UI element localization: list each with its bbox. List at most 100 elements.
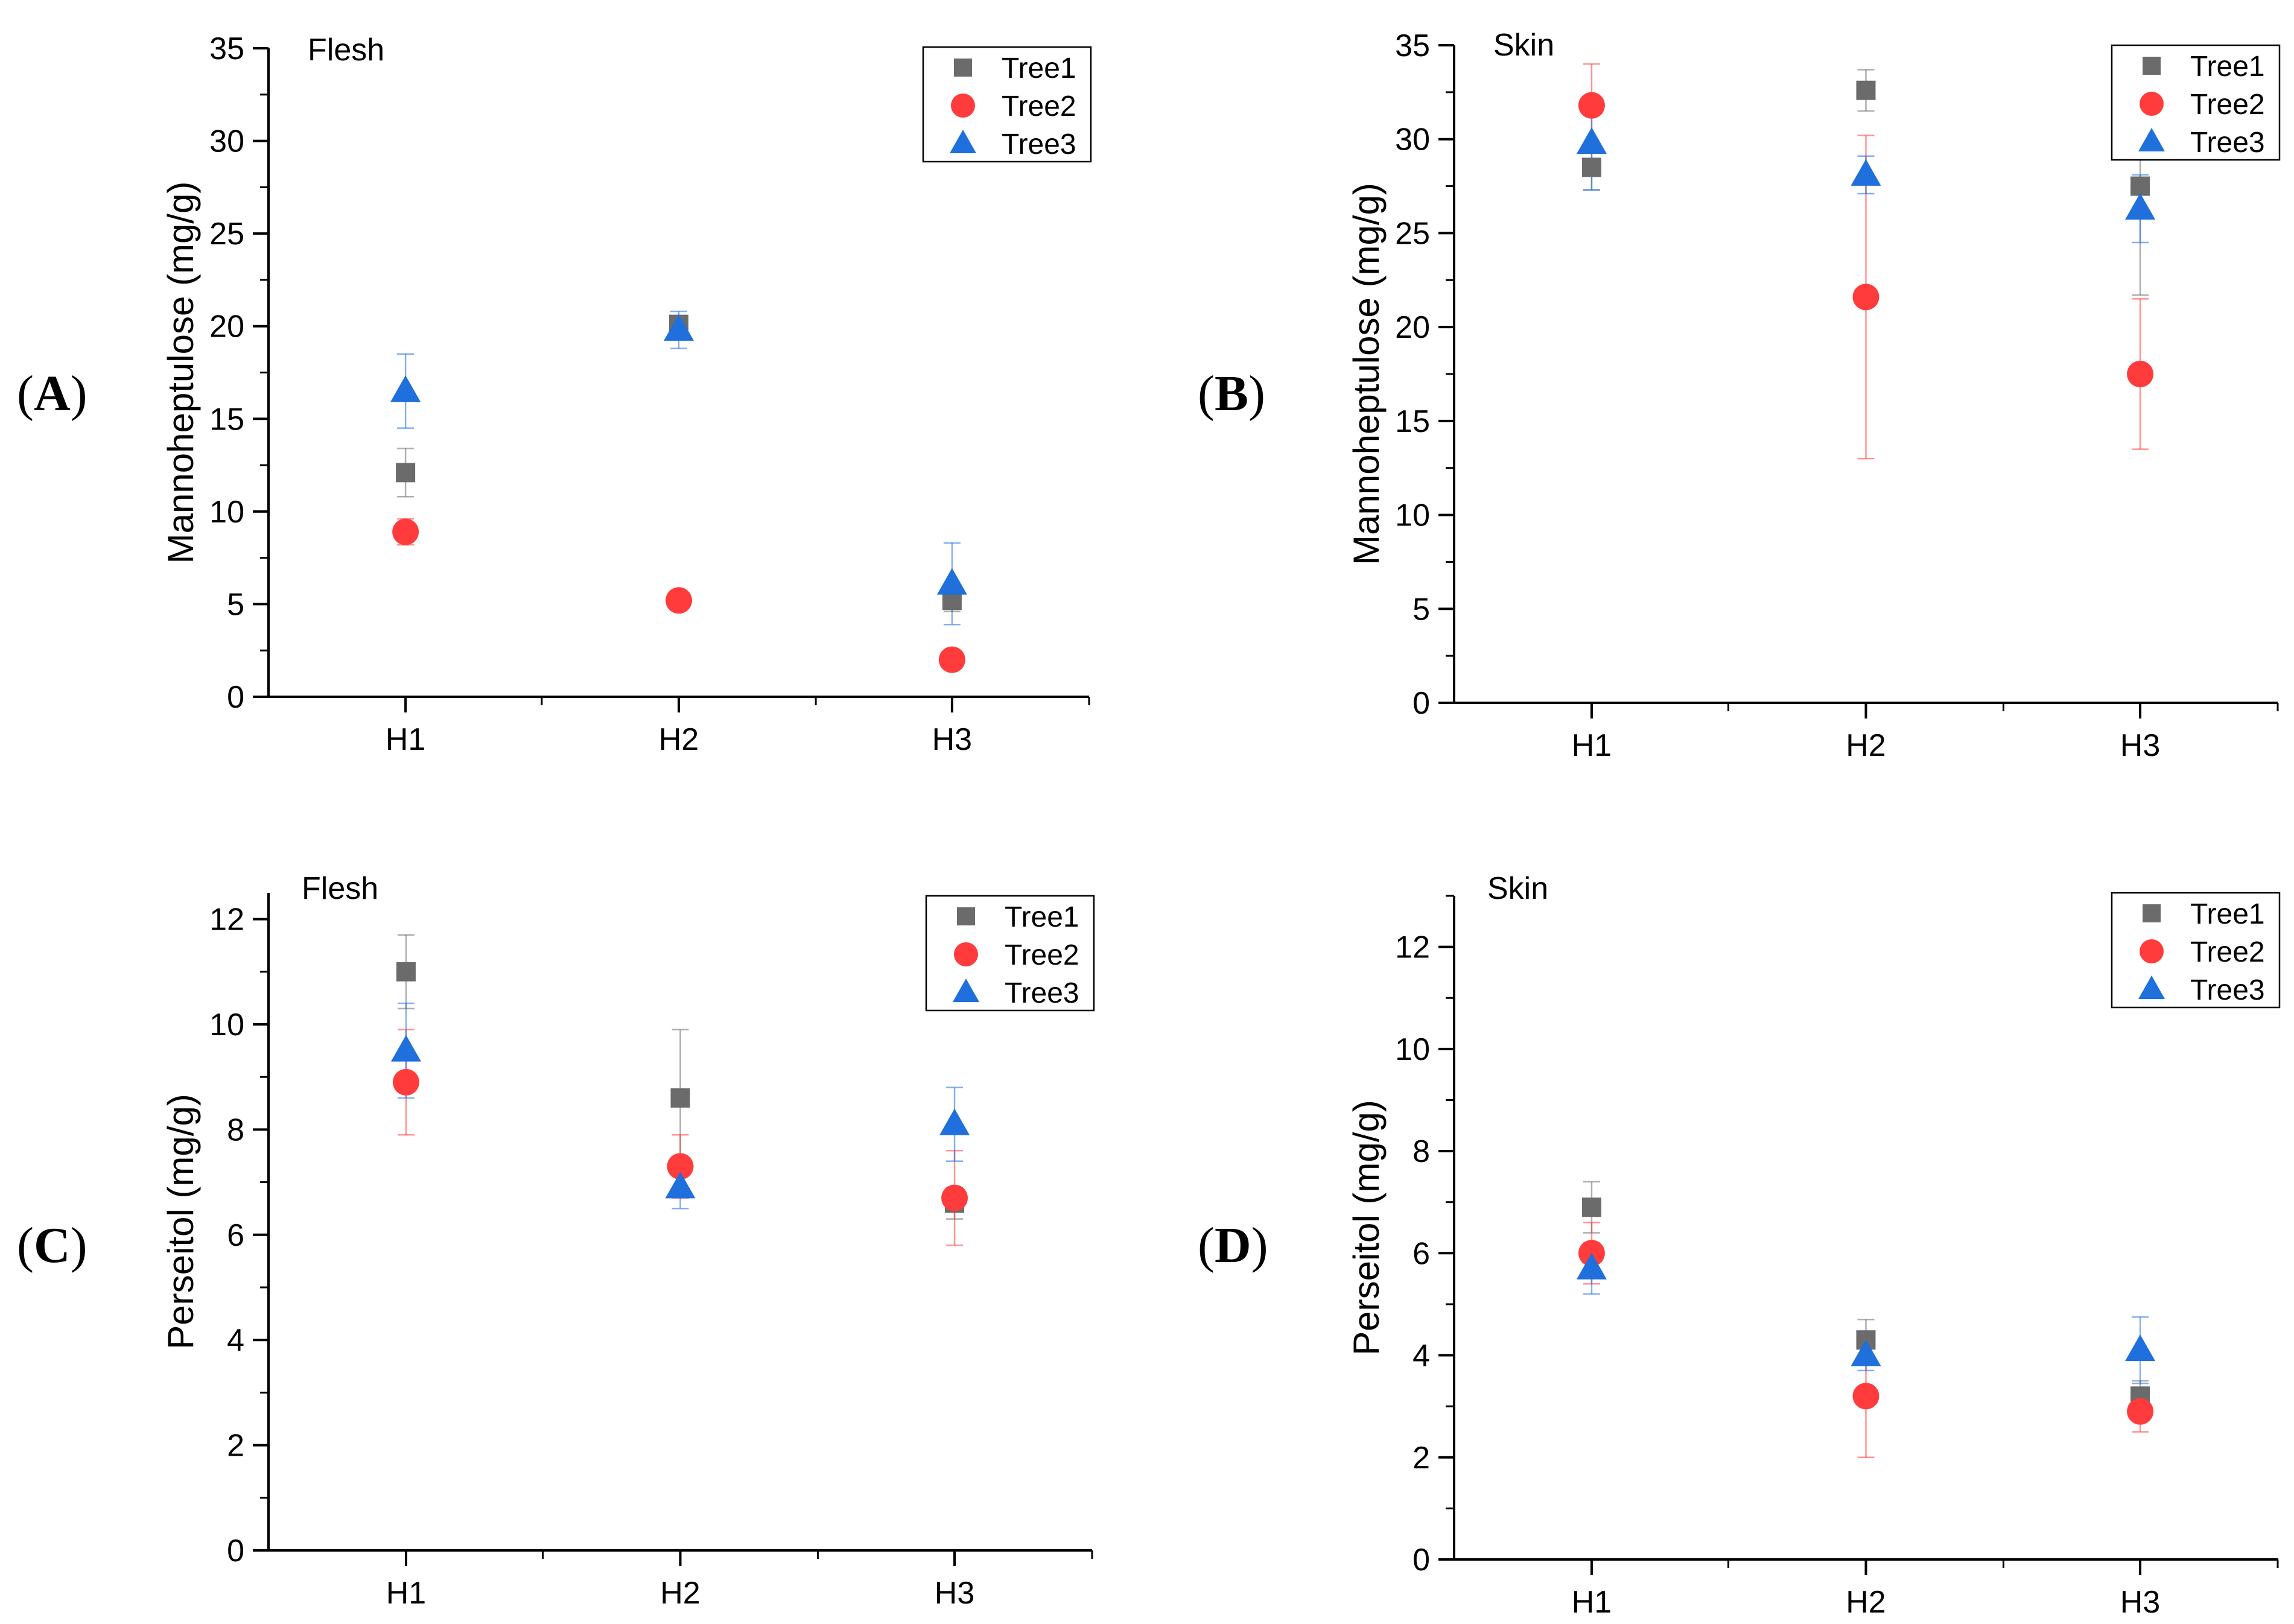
panel-title: Skin [1487, 871, 1548, 906]
legend-label-tree3: Tree3 [2190, 974, 2265, 1006]
point-tree3-h1 [390, 375, 421, 402]
y-tick-label: 25 [209, 217, 244, 252]
point-tree3-h2 [664, 314, 694, 341]
point-tree1-h1 [396, 962, 416, 982]
panel-c: (C) 0 2 4 6 8 10 12 H1 H2 H3 Perseitol (mg/g) Flesh T… [17, 871, 1095, 1611]
x-tick-label-h3: H3 [932, 722, 972, 757]
panel-title: Flesh [308, 33, 384, 68]
x-tick-label-h1: H1 [386, 722, 425, 757]
y-tick-label: 35 [209, 31, 244, 66]
y-tick-label: 10 [209, 495, 244, 530]
legend-marker-tree3 [950, 130, 976, 153]
y-tick-label: 8 [1412, 1134, 1430, 1169]
markers-tree1 [1581, 80, 2150, 196]
y-tick-label: 20 [209, 309, 244, 344]
legend-label-tree1: Tree1 [1005, 901, 1079, 933]
x-tick-label-h3: H3 [935, 1576, 974, 1611]
y-tick-label: 5 [1412, 592, 1430, 627]
point-tree3-h1 [1576, 127, 1607, 154]
y-tick-label: 20 [1395, 310, 1430, 345]
x-tick-label-h2: H2 [660, 1576, 700, 1611]
y-tick-label: 30 [1395, 122, 1430, 157]
point-tree2-h3 [2127, 1398, 2154, 1425]
legend-label-tree1: Tree1 [2190, 898, 2265, 930]
legend-marker-tree1 [957, 907, 975, 925]
legend-label-tree1: Tree1 [1002, 52, 1076, 84]
y-tick-label: 2 [227, 1429, 244, 1464]
legend-label-tree2: Tree2 [1002, 90, 1076, 122]
legend-label-tree2: Tree2 [1005, 939, 1079, 971]
y-tick-label: 8 [227, 1112, 244, 1147]
panel-label: (D) [1198, 1217, 1268, 1274]
x-tick-label-h1: H1 [386, 1576, 426, 1611]
y-tick-label: 15 [209, 402, 244, 437]
legend-label-tree3: Tree3 [1005, 977, 1079, 1009]
y-axis-label: Mannoheptulose (mg/g) [160, 182, 201, 564]
panel-a: (A) 0 5 10 15 20 25 30 35 H1 H2 H3 Mannoheptulose (m… [17, 31, 1092, 757]
legend-marker-tree1 [2143, 57, 2161, 75]
point-tree2-h1 [392, 1068, 419, 1096]
y-tick-label: 35 [1395, 28, 1430, 63]
y-tick-label: 6 [227, 1218, 244, 1253]
point-tree3-h3 [936, 568, 967, 595]
y-tick-label: 30 [209, 124, 244, 159]
x-tick-label-h2: H2 [659, 722, 699, 757]
point-tree2-h1 [392, 518, 419, 545]
point-tree2-h3 [2127, 361, 2154, 387]
legend-frame [2111, 44, 2281, 161]
legend-marker-tree2 [951, 94, 975, 118]
legend: Tree1 Tree2 Tree3 [925, 895, 1095, 1012]
y-tick-label: 5 [227, 587, 244, 622]
point-tree2-h1 [1578, 92, 1605, 119]
point-tree3-h3 [2125, 192, 2156, 220]
point-tree2-h3 [941, 1184, 968, 1211]
point-tree3-h3 [2125, 1334, 2156, 1362]
legend-marker-tree2 [954, 942, 978, 966]
y-axis-label: Mannoheptulose (mg/g) [1346, 183, 1387, 565]
point-tree1-h3 [2130, 176, 2150, 196]
y-axis-label: Perseitol (mg/g) [160, 1094, 201, 1349]
x-tick-label-h2: H2 [1846, 1585, 1886, 1620]
markers-tree2 [1578, 92, 2154, 387]
markers-tree3 [1576, 1252, 2156, 1366]
point-tree3-h2 [665, 1172, 696, 1199]
panel-title: Skin [1493, 28, 1554, 63]
legend-marker-tree3 [2138, 128, 2165, 151]
markers-tree2 [392, 1068, 968, 1211]
y-tick-label: 10 [1395, 498, 1430, 533]
y-axis-label: Perseitol (mg/g) [1346, 1100, 1387, 1355]
point-tree2-h2 [666, 587, 692, 614]
point-tree1-h1 [1581, 157, 1601, 177]
y-tick-label: 25 [1395, 216, 1430, 251]
point-tree2-h2 [667, 1153, 694, 1180]
point-tree3-h2 [1851, 1339, 1881, 1366]
panel-label: (A) [17, 366, 87, 422]
y-tick-label: 6 [1412, 1236, 1430, 1271]
x-tick-label-h3: H3 [2120, 728, 2160, 763]
x-tick-label-h1: H1 [1572, 728, 1612, 763]
point-tree1-h1 [396, 463, 416, 483]
point-tree3-h3 [939, 1108, 970, 1135]
point-tree1-h2 [1856, 80, 1876, 100]
markers-tree3 [1576, 127, 2156, 220]
panel-title: Flesh [302, 871, 378, 906]
point-tree1-h1 [1581, 1197, 1601, 1217]
y-tick-label: 0 [227, 1534, 244, 1568]
legend: Tree1 Tree2 Tree3 [2111, 44, 2281, 161]
legend-label-tree3: Tree3 [1002, 128, 1076, 160]
panel-d: (D) 0 2 4 6 8 10 12 H1 H2 H3 Perseitol (mg/g) Skin Tr… [1198, 871, 2281, 1620]
legend-label-tree2: Tree2 [2190, 89, 2265, 121]
panel-label: (C) [17, 1217, 87, 1274]
y-tick-label: 12 [1395, 930, 1430, 965]
point-tree3-h1 [390, 1035, 421, 1062]
legend-marker-tree3 [953, 979, 979, 1002]
y-tick-label: 0 [1412, 1543, 1430, 1578]
legend-label-tree1: Tree1 [2190, 51, 2265, 83]
legend-marker-tree1 [954, 59, 972, 77]
point-tree1-h2 [670, 1088, 690, 1108]
y-tick-label: 4 [1412, 1339, 1430, 1374]
x-tick-label-h1: H1 [1572, 1585, 1612, 1620]
legend-marker-tree1 [2143, 904, 2161, 922]
y-tick-label: 10 [1395, 1032, 1430, 1067]
